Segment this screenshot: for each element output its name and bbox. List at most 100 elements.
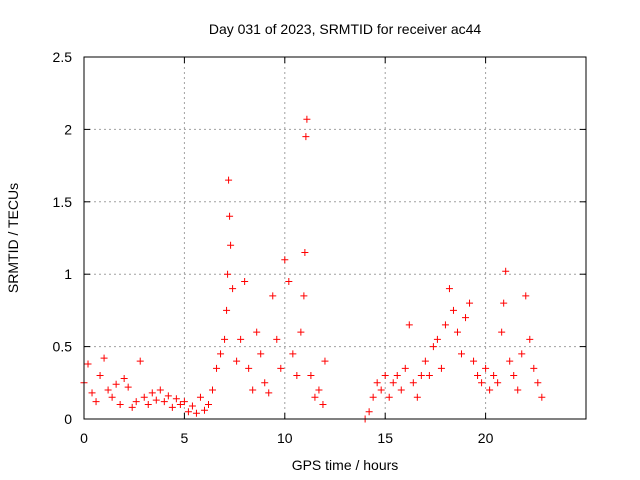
data-point — [441, 321, 449, 329]
data-point — [273, 335, 281, 343]
data-point — [301, 248, 309, 256]
x-axis-label: GPS time / hours — [292, 457, 399, 473]
data-point — [514, 386, 522, 394]
data-point — [518, 350, 526, 358]
data-point — [160, 398, 168, 406]
data-point — [389, 379, 397, 387]
x-tick-label: 10 — [277, 430, 293, 446]
data-point — [534, 379, 542, 387]
data-point — [405, 321, 413, 329]
data-point — [253, 328, 261, 336]
data-point — [365, 408, 373, 416]
data-point — [289, 350, 297, 358]
data-point — [401, 364, 409, 372]
data-point — [381, 372, 389, 380]
data-point — [172, 395, 180, 403]
data-point — [136, 357, 144, 365]
data-point — [128, 403, 136, 411]
data-point — [104, 386, 112, 394]
data-point — [470, 357, 478, 365]
data-point — [92, 398, 100, 406]
data-point — [140, 393, 148, 401]
data-point — [200, 406, 208, 414]
data-point — [474, 372, 482, 380]
data-point — [168, 403, 176, 411]
y-tick-label: 0 — [64, 411, 72, 427]
plot-frame — [83, 56, 587, 420]
data-point — [132, 398, 140, 406]
data-point — [486, 386, 494, 394]
data-point — [120, 374, 128, 382]
data-point — [116, 401, 124, 409]
data-point — [458, 350, 466, 358]
data-point — [100, 354, 108, 362]
data-point — [482, 364, 490, 372]
data-point — [500, 299, 508, 307]
data-point — [311, 393, 319, 401]
data-point — [417, 372, 425, 380]
tick-labels: 0 5 10 15 20 0 0.5 1 1.5 2 2.5 — [53, 49, 494, 446]
y-tick-label: 1 — [64, 266, 72, 282]
data-point — [522, 292, 530, 300]
data-point — [321, 357, 329, 365]
data-point — [224, 270, 232, 278]
data-point — [425, 372, 433, 380]
data-point — [462, 314, 470, 322]
data-point — [225, 176, 233, 184]
data-point — [209, 386, 217, 394]
data-point — [445, 285, 453, 293]
data-point — [217, 350, 225, 358]
data-point — [144, 401, 152, 409]
data-point — [164, 392, 172, 400]
data-point — [184, 408, 192, 416]
data-point — [277, 364, 285, 372]
data-point — [490, 372, 498, 380]
data-point — [223, 306, 231, 314]
data-point — [429, 343, 437, 351]
data-point — [112, 380, 120, 388]
data-point — [297, 328, 305, 336]
data-point — [373, 379, 381, 387]
chart-title: Day 031 of 2023, SRMTID for receiver ac4… — [209, 21, 482, 37]
data-point — [88, 389, 96, 397]
y-tick-label: 0.5 — [53, 339, 73, 355]
data-point — [302, 133, 310, 141]
data-point — [192, 409, 200, 417]
data-point — [156, 386, 164, 394]
data-point — [498, 328, 506, 336]
data-point — [315, 386, 323, 394]
data-point — [478, 379, 486, 387]
data-point — [152, 396, 160, 404]
data-point — [180, 398, 188, 406]
y-tick-label: 1.5 — [53, 194, 73, 210]
x-tick-label: 15 — [377, 430, 393, 446]
axis-ticks — [83, 56, 586, 420]
data-point — [397, 386, 405, 394]
data-point — [307, 372, 315, 380]
data-point — [502, 267, 510, 275]
data-point — [377, 386, 385, 394]
data-point — [300, 292, 308, 300]
data-point — [409, 379, 417, 387]
x-tick-label: 20 — [478, 430, 494, 446]
data-point — [319, 401, 327, 409]
data-point — [285, 277, 293, 285]
data-point — [96, 372, 104, 380]
data-point — [249, 386, 257, 394]
data-point — [538, 393, 546, 401]
data-point — [245, 364, 253, 372]
data-point — [421, 357, 429, 365]
x-tick-label: 5 — [181, 430, 189, 446]
data-point — [233, 357, 241, 365]
data-point — [229, 285, 237, 293]
data-point — [437, 364, 445, 372]
data-point — [449, 306, 457, 314]
grid — [84, 57, 586, 419]
data-point — [293, 372, 301, 380]
data-point — [303, 115, 311, 123]
data-point — [124, 383, 132, 391]
data-point — [506, 357, 514, 365]
data-point — [393, 372, 401, 380]
